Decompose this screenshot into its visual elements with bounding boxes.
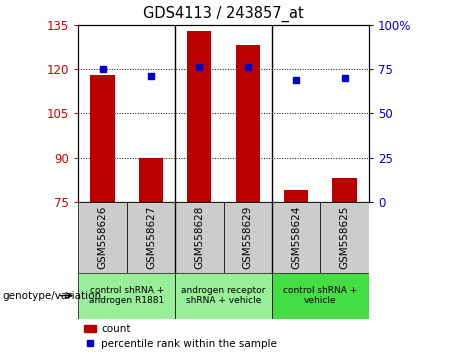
Bar [236,45,260,202]
Text: androgen receptor
shRNA + vehicle: androgen receptor shRNA + vehicle [181,286,266,305]
Bar [272,273,369,319]
Text: GSM558627: GSM558627 [146,205,156,269]
Bar [127,202,175,273]
Bar [175,202,224,273]
Bar [320,202,369,273]
Bar [284,190,308,202]
Text: GSM558626: GSM558626 [98,205,107,269]
Title: GDS4113 / 243857_at: GDS4113 / 243857_at [143,6,304,22]
Text: genotype/variation: genotype/variation [2,291,101,301]
Bar [187,31,212,202]
Bar [78,273,175,319]
Legend: count, percentile rank within the sample: count, percentile rank within the sample [83,324,277,349]
Bar [272,202,320,273]
Bar [78,202,127,273]
Text: GSM558629: GSM558629 [243,205,253,269]
Bar [90,75,115,202]
Text: control shRNA +
vehicle: control shRNA + vehicle [283,286,358,305]
Text: GSM558628: GSM558628 [195,205,204,269]
Text: GSM558624: GSM558624 [291,205,301,269]
Bar [332,178,357,202]
Text: GSM558625: GSM558625 [340,205,349,269]
Bar [139,158,163,202]
Bar [224,202,272,273]
Bar [175,273,272,319]
Text: control shRNA +
androgen R1881: control shRNA + androgen R1881 [89,286,165,305]
